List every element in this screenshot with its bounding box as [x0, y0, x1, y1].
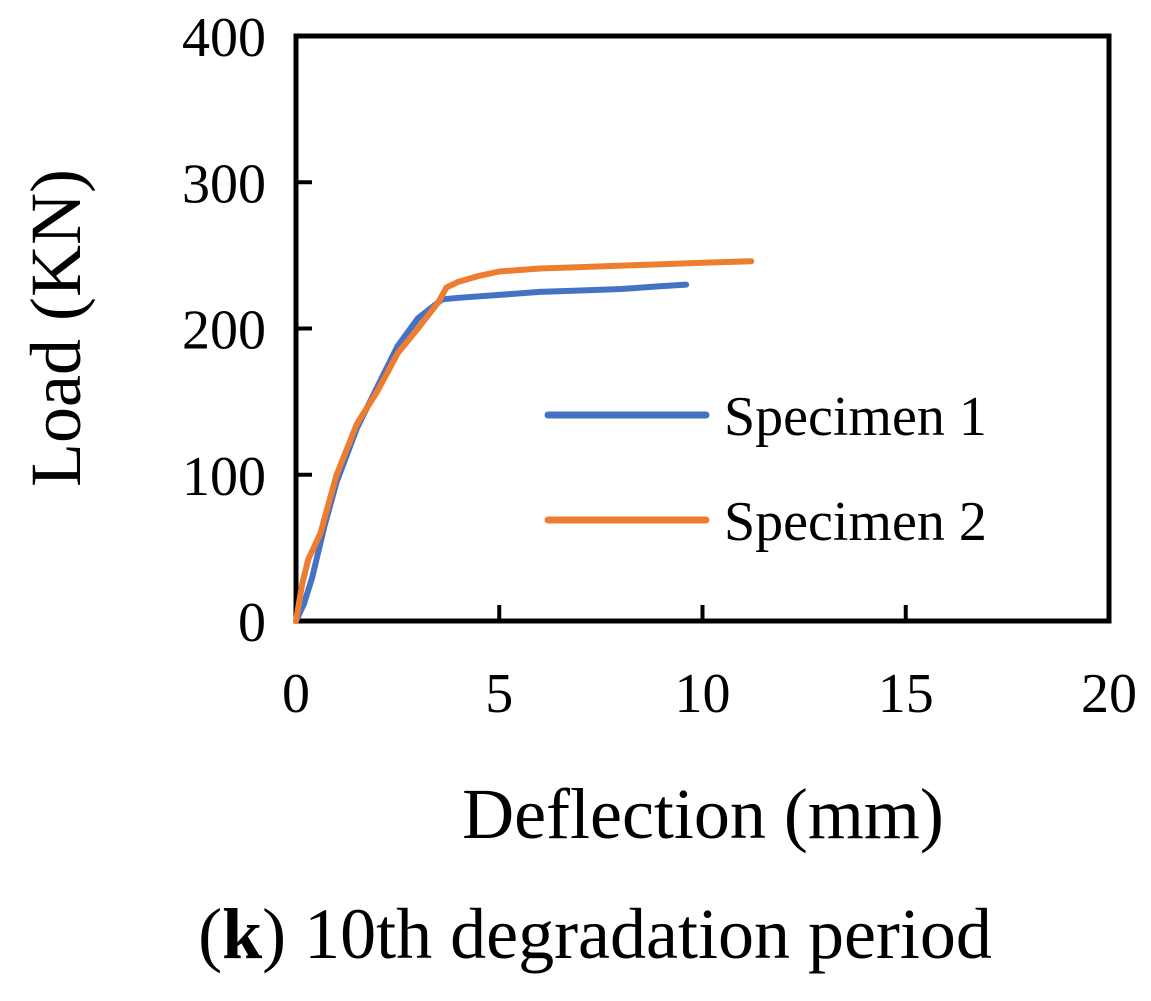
x-tick-label: 10 [675, 663, 731, 725]
figure-caption: (k) 10th degradation period [198, 894, 992, 974]
x-tick-label: 5 [485, 663, 513, 725]
caption-label: k [222, 894, 262, 974]
x-axis-title: Deflection (mm) [462, 774, 944, 854]
x-tick-label: 20 [1081, 663, 1137, 725]
y-tick-label: 200 [182, 300, 266, 362]
y-tick-label: 100 [182, 446, 266, 508]
x-tick-label: 0 [282, 663, 310, 725]
y-tick-label: 300 [182, 153, 266, 215]
x-axis-ticks: 0 5 10 15 20 [282, 605, 1137, 725]
x-tick-label: 15 [878, 663, 934, 725]
legend-label-2: Specimen 2 [724, 491, 987, 553]
legend-label-1: Specimen 1 [724, 386, 987, 448]
y-axis-title: Load (KN) [16, 169, 96, 487]
series-line-2 [293, 258, 755, 624]
y-axis-ticks: 0 100 200 300 400 [182, 7, 312, 654]
caption-text: 10th degradation period [286, 894, 992, 974]
legend: Specimen 1 Specimen 2 [544, 386, 987, 553]
series-lines [293, 258, 755, 624]
y-tick-label: 0 [238, 592, 266, 654]
caption-close-paren: ) [262, 894, 286, 974]
caption-open-paren: ( [198, 894, 222, 974]
series-line-1 [293, 281, 690, 624]
y-tick-label: 400 [182, 7, 266, 69]
